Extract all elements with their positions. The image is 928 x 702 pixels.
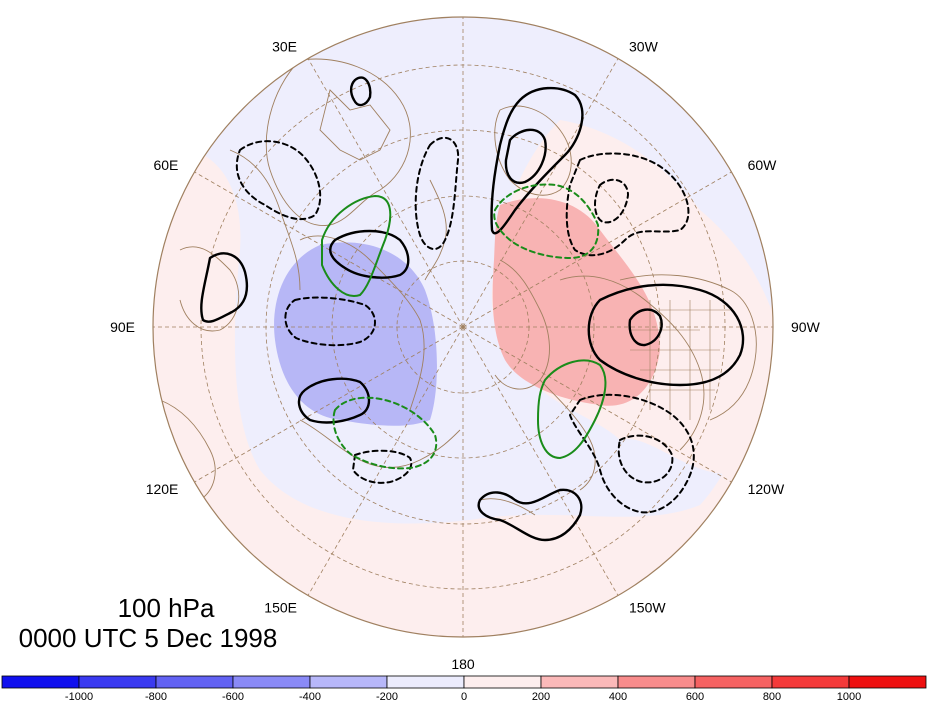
state-borders-vertical	[649, 300, 711, 420]
contour-solid-black	[504, 128, 547, 185]
colorbar-swatch	[540, 675, 619, 689]
colorbar-swatch	[78, 675, 157, 689]
state-borders	[630, 309, 730, 391]
timestamp-label: 0000 UTC 5 Dec 1998	[19, 623, 278, 653]
graticule	[153, 17, 773, 637]
contour-dashed-black	[594, 178, 629, 224]
colorbar-swatch	[386, 675, 465, 689]
contour-solid-black	[329, 229, 410, 279]
coastline-far-east	[299, 419, 461, 468]
longitude-label: 150W	[629, 600, 666, 616]
colorbar-swatch	[617, 675, 696, 689]
colorbar-tick-label: 400	[609, 691, 627, 702]
longitude-label: 120W	[748, 481, 785, 497]
longitude-label: 90W	[791, 319, 821, 335]
colorbar-tick-label: 200	[532, 691, 550, 702]
longitude-label: 60E	[153, 157, 178, 173]
contour-dashed-black	[414, 136, 460, 250]
coastline-greenland	[494, 105, 572, 196]
meridian-line	[462, 171, 732, 328]
contour-solid-black	[349, 76, 372, 107]
colorbar-tick-label: -800	[145, 691, 167, 702]
colorbar-tick-label: 600	[686, 691, 704, 702]
colorbar-tick-label: -600	[222, 691, 244, 702]
contour-solid-black	[628, 308, 663, 347]
colorbar: -1000 -800 -600 -400 -200 0 200 400 600 800 1000	[1, 675, 927, 702]
longitude-label: 150E	[264, 600, 297, 616]
contour-solid-black	[587, 283, 745, 387]
coastline-canadian-arctic	[494, 259, 550, 390]
pressure-level-label: 100 hPa	[118, 593, 215, 623]
contour-solid-green	[321, 195, 392, 297]
colorbar-swatch	[232, 675, 311, 689]
coastline-siberia	[299, 235, 425, 411]
colorbar-swatch	[694, 675, 773, 689]
colorbar-swatch	[848, 675, 927, 689]
colorbar-swatch	[463, 675, 542, 689]
map-boundary	[152, 16, 774, 638]
contour-dashed-green	[332, 396, 438, 470]
coastline-east-asia	[159, 399, 216, 501]
contour-dashed-black	[284, 296, 376, 347]
coastline-north-america	[619, 274, 757, 421]
longitude-labels: 0 30W 60W 90W 120W 150W 180 150E 120E 90E 60E 30E	[110, 0, 820, 672]
coastline-scandinavia	[319, 89, 391, 161]
positive-shading-outer	[153, 147, 773, 637]
coastline-alaska	[539, 379, 596, 491]
contour-dashed-green	[493, 183, 600, 259]
contour-solid-green	[537, 359, 607, 459]
contour-dashed-black	[352, 449, 413, 484]
contours	[200, 76, 745, 542]
longitude-label: 120E	[146, 481, 179, 497]
contour-dashed-black	[235, 140, 322, 221]
contour-solid-black	[490, 86, 584, 235]
longitude-label: 0	[459, 0, 467, 2]
contour-solid-black	[477, 488, 583, 542]
meridian-line	[194, 171, 464, 328]
colorbar-swatch	[309, 675, 388, 689]
coastline-central-asia	[229, 149, 301, 291]
coastline-europe	[265, 58, 411, 226]
colorbar-tick-label: 0	[461, 691, 467, 702]
contour-dashed-black	[569, 393, 695, 514]
coastline-india	[179, 246, 240, 332]
meridian-line	[462, 326, 619, 596]
coastline-hudson-bay	[559, 275, 705, 451]
colorbar-tick-label: 1000	[837, 691, 861, 702]
longitude-label: 60W	[748, 157, 778, 173]
colorbar-tick-label: -200	[376, 691, 398, 702]
meridian-line	[462, 326, 732, 483]
meridian-line	[307, 58, 464, 328]
colorbar-tick-label: 800	[763, 691, 781, 702]
colorbar-tick-label: -1000	[65, 691, 93, 702]
meridian-line	[307, 326, 464, 596]
longitude-label: 180	[451, 656, 475, 672]
colorbar-swatch	[1, 675, 80, 689]
meridian-line	[194, 326, 464, 483]
meridians	[153, 17, 773, 637]
contour-solid-black	[297, 377, 371, 424]
longitude-label: 30E	[272, 38, 297, 54]
positive-anomaly-shading	[492, 198, 660, 406]
contour-dashed-black	[617, 434, 674, 484]
meridian-line	[462, 58, 619, 328]
colorbar-swatch	[155, 675, 234, 689]
contour-dashed-black	[565, 152, 690, 257]
colorbar-swatch	[771, 675, 850, 689]
contour-solid-black	[200, 252, 249, 323]
coastline-aleutians	[479, 498, 536, 516]
colorbar-tick-label: -400	[299, 691, 321, 702]
latitude-circle-70	[331, 195, 595, 459]
longitude-label: 30W	[629, 38, 659, 54]
longitude-label: 90E	[110, 319, 135, 335]
